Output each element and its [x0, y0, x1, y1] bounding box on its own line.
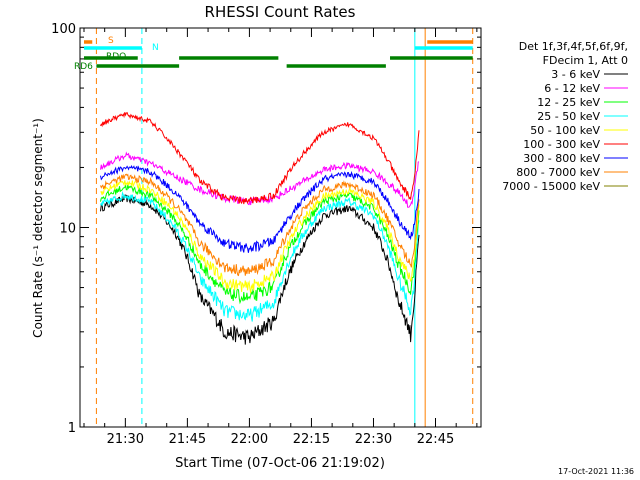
x-tick-label: 22:30	[355, 432, 392, 447]
legend-entry-label: 100 - 300 keV	[523, 138, 600, 151]
series-line-4	[100, 190, 420, 322]
x-axis-label: Start Time (07-Oct-06 21:19:02)	[175, 456, 385, 471]
legend-entry-label: 800 - 7000 keV	[516, 166, 600, 179]
x-tick-label: 22:00	[231, 432, 268, 447]
legend-entry-label: 300 - 800 keV	[523, 152, 600, 165]
axes: 1 10 100 21:30 21:45 22:00 22:15 22:30 22:45	[51, 22, 481, 447]
y-tick-label: 100	[51, 22, 76, 37]
legend-header-line-2: FDecim 1, Att 0	[543, 54, 628, 67]
y-axis-label: Count Rate (s⁻¹ detector segment⁻¹)	[31, 118, 45, 338]
plot-frame	[79, 27, 482, 428]
series-line-8	[100, 173, 420, 277]
marker-label-n: N	[152, 43, 159, 53]
x-tick-label: 22:45	[417, 432, 454, 447]
series-line-5	[100, 180, 420, 294]
x-tick-label: 21:45	[169, 432, 206, 447]
x-tick-label: 21:30	[107, 432, 144, 447]
legend-entry-label: 25 - 50 keV	[537, 110, 600, 123]
marker-label-s: S	[108, 36, 114, 46]
footer-date: 17-Oct-2021 11:36	[558, 467, 634, 476]
x-tick-label: 22:15	[293, 432, 330, 447]
chart-title: RHESSI Count Rates	[205, 3, 356, 21]
marker-label-rd6: RD6	[74, 62, 93, 72]
series-line-6	[100, 111, 420, 205]
y-tick-label: 10	[59, 222, 76, 237]
legend-entry-label: 50 - 100 keV	[530, 124, 600, 137]
legend-entry-label: 7000 - 15000 keV	[502, 180, 600, 193]
series-line-1	[100, 194, 420, 345]
marker-label-rdo: RDO	[106, 52, 126, 62]
plot-area: S N RDO RD6	[74, 28, 474, 427]
legend-entry-label: 6 - 12 keV	[544, 82, 600, 95]
series-line-7	[100, 164, 420, 253]
legend-header-line-1: Det 1f,3f,4f,5f,6f,9f,	[519, 40, 628, 53]
legend-entry-label: 12 - 25 keV	[537, 96, 600, 109]
legend-entry-label: 3 - 6 keV	[551, 68, 600, 81]
legend: Det 1f,3f,4f,5f,6f,9f, FDecim 1, Att 0 3…	[502, 40, 628, 193]
y-tick-label: 1	[68, 421, 76, 436]
